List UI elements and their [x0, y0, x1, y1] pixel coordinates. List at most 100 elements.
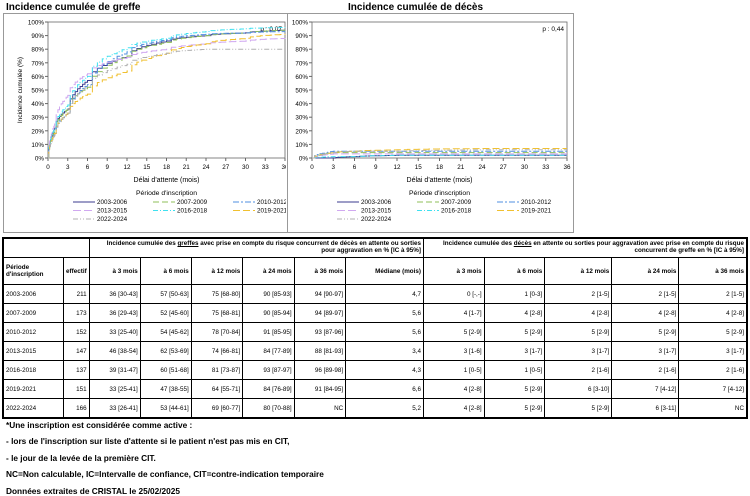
table-cell: 6 [3-11] — [611, 398, 680, 419]
table-cell: 93 [87-96] — [293, 322, 347, 342]
y-tick-label: 50% — [295, 88, 308, 95]
series-line-2013-2015 — [312, 153, 567, 159]
table-cell: 4 [2-8] — [678, 303, 748, 323]
table-cell: 1 [0-5] — [483, 360, 546, 380]
column-header: Période d'inscription — [2, 257, 65, 285]
table-cell: 64 [55-71] — [190, 379, 244, 399]
table-cell: 33 [25-40] — [88, 322, 141, 342]
table-cell: 62 [53-69] — [139, 341, 192, 361]
x-tick-label: 12 — [123, 164, 131, 171]
legend-label: 2013-2015 — [361, 208, 392, 215]
x-tick-label: 21 — [183, 164, 191, 171]
table-cell: 4,3 — [345, 360, 425, 380]
table-cell: 2016-2018 — [2, 360, 65, 380]
x-tick-label: 6 — [353, 164, 357, 171]
table-cell: 4 [2-8] — [423, 398, 485, 419]
table-cell: 5 [2-9] — [483, 398, 546, 419]
table-cell: 75 [68-81] — [190, 303, 244, 323]
x-tick-label: 9 — [105, 164, 109, 171]
group-text: avec prise en compte du risque concurren… — [198, 240, 422, 254]
x-tick-label: 30 — [521, 164, 529, 171]
table-cell: 69 [60-77] — [190, 398, 244, 419]
table-corner — [2, 237, 90, 258]
legend-label: 2019-2021 — [257, 208, 286, 215]
x-tick-label: 18 — [163, 164, 171, 171]
series-line-2003-2006 — [312, 154, 567, 159]
footnote: *Une inscription est considérée comme ac… — [6, 420, 193, 430]
y-tick-label: 40% — [31, 101, 44, 108]
x-axis-label: Délai d'attente (mois) — [134, 177, 200, 184]
x-tick-label: 36 — [281, 164, 286, 171]
group-text: en attente ou sorties pour aggravation a… — [531, 240, 744, 254]
y-tick-label: 0% — [299, 156, 309, 163]
x-tick-label: 0 — [46, 164, 50, 171]
table-cell: 4 [2-8] — [544, 303, 613, 323]
y-tick-label: 60% — [295, 74, 308, 81]
table-cell: 5 [2-9] — [611, 322, 680, 342]
legend-label: 2022-2024 — [97, 216, 128, 223]
x-tick-label: 0 — [310, 164, 314, 171]
group-text-u: décès — [513, 240, 532, 247]
table-cell: NC — [293, 398, 347, 419]
x-tick-label: 15 — [143, 164, 151, 171]
table-cell: 93 [87-97] — [242, 360, 295, 380]
legend-label: 2019-2021 — [521, 208, 552, 215]
x-tick-label: 24 — [478, 164, 486, 171]
table-cell: 3 [1-6] — [423, 341, 485, 361]
table-cell: 5 [2-9] — [544, 322, 613, 342]
column-header: à 12 mois — [544, 257, 613, 285]
table-row: 2022-2024 166 33 [26-41] 53 [44-61] 69 [60-7… — [2, 398, 748, 419]
table-cell: 84 [77-89] — [242, 341, 295, 361]
column-header: effectif — [63, 257, 90, 285]
x-tick-label: 33 — [542, 164, 550, 171]
x-axis-label: Délai d'attente (mois) — [407, 177, 473, 184]
group-text: Incidence cumulée des — [443, 240, 514, 247]
p-value: p : 0,07 — [260, 26, 282, 33]
p-value: p : 0,44 — [542, 26, 564, 33]
x-tick-label: 15 — [415, 164, 423, 171]
chart-panel-deces — [287, 13, 574, 233]
x-tick-label: 9 — [374, 164, 378, 171]
x-tick-label: 6 — [86, 164, 90, 171]
column-header: à 12 mois — [190, 257, 244, 285]
y-tick-label: 70% — [31, 60, 44, 67]
table-cell: 33 [25-41] — [88, 379, 141, 399]
series-line-2022-2024 — [48, 48, 285, 159]
results-table: Incidence cumulée des greffes avec prise… — [2, 237, 748, 419]
table-cell: 152 — [63, 322, 90, 342]
table-cell: 94 [90-97] — [293, 284, 347, 304]
table-cell: 5 [2-9] — [544, 398, 613, 419]
legend-label: 2010-2012 — [521, 199, 552, 206]
y-tick-label: 40% — [295, 101, 308, 108]
column-header: à 36 mois — [678, 257, 748, 285]
table-row: 2003-2006 211 36 [30-43] 57 [50-63] 75 [68-8… — [2, 284, 748, 304]
footnote: - le jour de la levée de la première CIT… — [6, 452, 156, 463]
column-header: à 36 mois — [293, 257, 347, 285]
table-cell: 2 [1-6] — [678, 360, 748, 380]
table-cell: 6,6 — [345, 379, 425, 399]
series-line-2010-2012 — [48, 31, 286, 159]
table-cell: 54 [45-62] — [139, 322, 192, 342]
series-line-2013-2015 — [48, 38, 286, 159]
table-cell: 5,2 — [345, 398, 425, 419]
plot-area — [311, 21, 568, 159]
table-cell: 52 [45-60] — [139, 303, 192, 323]
series-line-2007-2009 — [48, 29, 286, 159]
table-cell: 6 [3-10] — [544, 379, 613, 399]
column-header: à 3 mois — [88, 257, 141, 285]
x-tick-label: 12 — [393, 164, 401, 171]
chart-title-greffe: Incidence cumulée de greffe — [6, 2, 141, 13]
table-cell: 147 — [63, 341, 90, 361]
table-cell: 78 [70-84] — [190, 322, 244, 342]
y-tick-label: 10% — [31, 142, 44, 149]
x-tick-label: 3 — [66, 164, 70, 171]
table-cell: 4 [2-8] — [423, 379, 485, 399]
x-tick-label: 27 — [500, 164, 508, 171]
table-cell: 173 — [63, 303, 90, 323]
table-cell: 39 [31-47] — [88, 360, 141, 380]
x-tick-label: 18 — [436, 164, 444, 171]
table-cell: 5,6 — [345, 322, 425, 342]
table-cell: 57 [50-63] — [139, 284, 192, 304]
table-cell: 3 [1-7] — [483, 341, 546, 361]
y-tick-label: 50% — [31, 88, 44, 95]
